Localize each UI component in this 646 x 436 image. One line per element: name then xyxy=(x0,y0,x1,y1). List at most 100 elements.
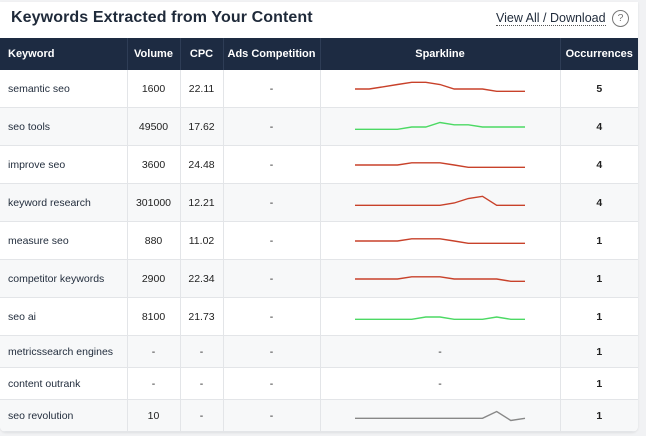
occurrences-cell: 1 xyxy=(560,399,638,432)
volume-cell: 10 xyxy=(127,399,181,432)
cpc-cell: - xyxy=(180,399,224,432)
occurrences-cell: 1 xyxy=(560,259,638,298)
ads-competition-cell: - xyxy=(223,259,321,298)
sparkline-empty: - xyxy=(438,345,442,358)
keywords-table: Keyword Volume CPC Ads Competition Spark… xyxy=(0,38,638,432)
sparkline-chart xyxy=(355,195,525,206)
table-row[interactable]: keyword research 301000 12.21- 4 xyxy=(0,183,638,222)
ads-competition-cell: - xyxy=(223,335,321,368)
sparkline-chart xyxy=(355,121,525,130)
occurrences-cell: 4 xyxy=(560,145,638,184)
table-row[interactable]: seo ai 8100 21.73- 1 xyxy=(0,297,638,336)
table-row[interactable]: seo revolution 10- -1 xyxy=(0,399,638,432)
cpc-cell: 12.21 xyxy=(180,183,224,222)
sparkline-empty: - xyxy=(438,377,442,390)
keyword-cell: competitor keywords xyxy=(0,259,128,298)
ads-competition-cell: - xyxy=(223,399,321,432)
sparkline-chart xyxy=(355,275,525,282)
ads-competition-cell: - xyxy=(223,70,321,108)
keyword-cell: seo ai xyxy=(0,297,128,336)
occurrences-cell: 4 xyxy=(560,183,638,222)
sparkline-cell xyxy=(320,259,561,298)
volume-cell: 301000 xyxy=(127,183,181,222)
ads-competition-cell: - xyxy=(223,367,321,400)
occurrences-cell: 1 xyxy=(560,367,638,400)
table-row[interactable]: measure seo 880 11.02- 1 xyxy=(0,221,638,260)
keyword-cell: semantic seo xyxy=(0,70,128,108)
sparkline-line xyxy=(355,275,525,282)
sparkline-cell: - xyxy=(320,367,561,400)
keyword-cell: content outrank xyxy=(0,367,128,400)
sparkline-line xyxy=(355,195,525,206)
sparkline-cell xyxy=(320,297,561,336)
occurrences-cell: 4 xyxy=(560,107,638,146)
keyword-cell: improve seo xyxy=(0,145,128,184)
cpc-cell: - xyxy=(180,367,224,400)
sparkline-chart xyxy=(355,410,526,421)
help-icon[interactable]: ? xyxy=(612,10,629,27)
sparkline-line xyxy=(355,410,526,421)
sparkline-line xyxy=(355,237,525,244)
sparkline-cell: - xyxy=(320,335,561,368)
table-header-row: Keyword Volume CPC Ads Competition Spark… xyxy=(0,38,638,70)
cpc-cell: - xyxy=(180,335,224,368)
column-header-keyword[interactable]: Keyword xyxy=(0,38,128,70)
keyword-cell: metricssearch engines xyxy=(0,335,128,368)
sparkline-cell xyxy=(320,107,561,146)
cpc-cell: 11.02 xyxy=(180,221,224,260)
ads-competition-cell: - xyxy=(223,297,321,336)
cpc-cell: 17.62 xyxy=(180,107,224,146)
sparkline-cell xyxy=(320,70,561,108)
column-header-cpc[interactable]: CPC xyxy=(180,38,224,70)
ads-competition-cell: - xyxy=(223,107,321,146)
sparkline-chart xyxy=(355,81,525,92)
sparkline-line xyxy=(355,315,525,320)
volume-cell: 880 xyxy=(127,221,181,260)
ads-competition-cell: - xyxy=(223,145,321,184)
cpc-cell: 21.73 xyxy=(180,297,224,336)
column-header-ads-competition[interactable]: Ads Competition xyxy=(223,38,321,70)
occurrences-cell: 1 xyxy=(560,297,638,336)
sparkline-cell xyxy=(320,183,561,222)
sparkline-line xyxy=(355,81,525,92)
column-header-occurrences[interactable]: Occurrences xyxy=(560,38,638,70)
table-row[interactable]: metricssearch engines - - - -1 xyxy=(0,335,638,368)
cpc-cell: 22.34 xyxy=(180,259,224,298)
sparkline-chart xyxy=(355,315,525,320)
keyword-cell: seo revolution xyxy=(0,399,128,432)
sparkline-line xyxy=(355,161,525,168)
column-header-sparkline: Sparkline xyxy=(320,38,561,70)
table-row[interactable]: seo tools 49500 17.62- 4 xyxy=(0,107,638,146)
card-header: Keywords Extracted from Your Content Vie… xyxy=(0,2,638,38)
volume-cell: 8100 xyxy=(127,297,181,336)
volume-cell: 49500 xyxy=(127,107,181,146)
volume-cell: 1600 xyxy=(127,70,181,108)
sparkline-cell xyxy=(320,145,561,184)
occurrences-cell: 5 xyxy=(560,70,638,108)
sparkline-cell xyxy=(320,399,561,432)
table-row[interactable]: semantic seo 1600 22.11- 5 xyxy=(0,70,638,108)
volume-cell: 2900 xyxy=(127,259,181,298)
column-header-volume[interactable]: Volume xyxy=(127,38,181,70)
card-title: Keywords Extracted from Your Content xyxy=(11,9,313,26)
sparkline-line xyxy=(355,121,525,130)
sparkline-chart xyxy=(355,161,525,168)
ads-competition-cell: - xyxy=(223,221,321,260)
keywords-card: Keywords Extracted from Your Content Vie… xyxy=(0,2,638,432)
volume-cell: - xyxy=(127,367,181,400)
view-all-download-link[interactable]: View All / Download xyxy=(496,11,606,26)
ads-competition-cell: - xyxy=(223,183,321,222)
keyword-cell: keyword research xyxy=(0,183,128,222)
volume-cell: - xyxy=(127,335,181,368)
cpc-cell: 22.11 xyxy=(180,70,224,108)
volume-cell: 3600 xyxy=(127,145,181,184)
occurrences-cell: 1 xyxy=(560,221,638,260)
occurrences-cell: 1 xyxy=(560,335,638,368)
table-row[interactable]: competitor keywords 2900 22.34- 1 xyxy=(0,259,638,298)
sparkline-cell xyxy=(320,221,561,260)
sparkline-chart xyxy=(355,237,525,244)
cpc-cell: 24.48 xyxy=(180,145,224,184)
keyword-cell: seo tools xyxy=(0,107,128,146)
table-row[interactable]: improve seo 3600 24.48- 4 xyxy=(0,145,638,184)
table-row[interactable]: content outrank - - - -1 xyxy=(0,367,638,400)
